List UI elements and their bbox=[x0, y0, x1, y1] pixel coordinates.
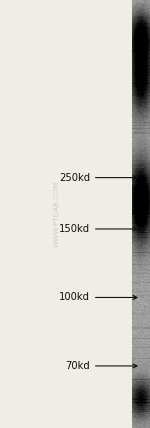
Text: 100kd: 100kd bbox=[59, 292, 137, 303]
Text: 150kd: 150kd bbox=[59, 224, 137, 234]
Text: 250kd: 250kd bbox=[59, 172, 137, 183]
Text: 70kd: 70kd bbox=[65, 361, 137, 371]
Text: WWW.PTGAB.COM: WWW.PTGAB.COM bbox=[54, 181, 60, 247]
